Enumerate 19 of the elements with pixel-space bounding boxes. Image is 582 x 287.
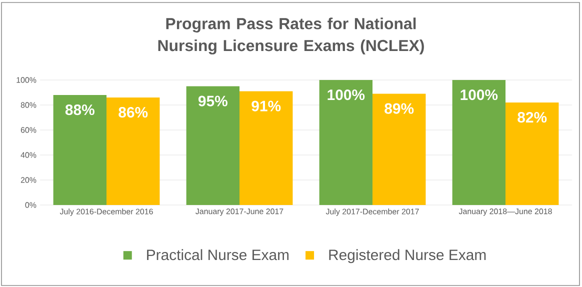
legend-label: Practical Nurse Exam xyxy=(147,249,289,260)
bar xyxy=(506,102,559,205)
data-label: 86% xyxy=(118,107,148,118)
bar xyxy=(372,94,426,205)
bar xyxy=(319,80,373,205)
data-label: 100% xyxy=(328,90,365,100)
bar xyxy=(240,91,293,205)
bar xyxy=(53,95,107,205)
bar xyxy=(452,80,506,205)
data-label: 82% xyxy=(518,112,547,123)
data-label: 89% xyxy=(384,103,414,114)
data-label: 95% xyxy=(198,96,228,106)
bar xyxy=(106,98,160,205)
legend-label: Registered Nurse Exam xyxy=(329,249,486,264)
data-label: 100% xyxy=(460,90,498,100)
data-label: 88% xyxy=(65,104,94,116)
bar xyxy=(186,86,240,205)
chart-title: Program Pass Rates for National Nursing Licensure Exams (NCLEX) xyxy=(158,18,424,54)
data-label: 91% xyxy=(252,100,281,112)
